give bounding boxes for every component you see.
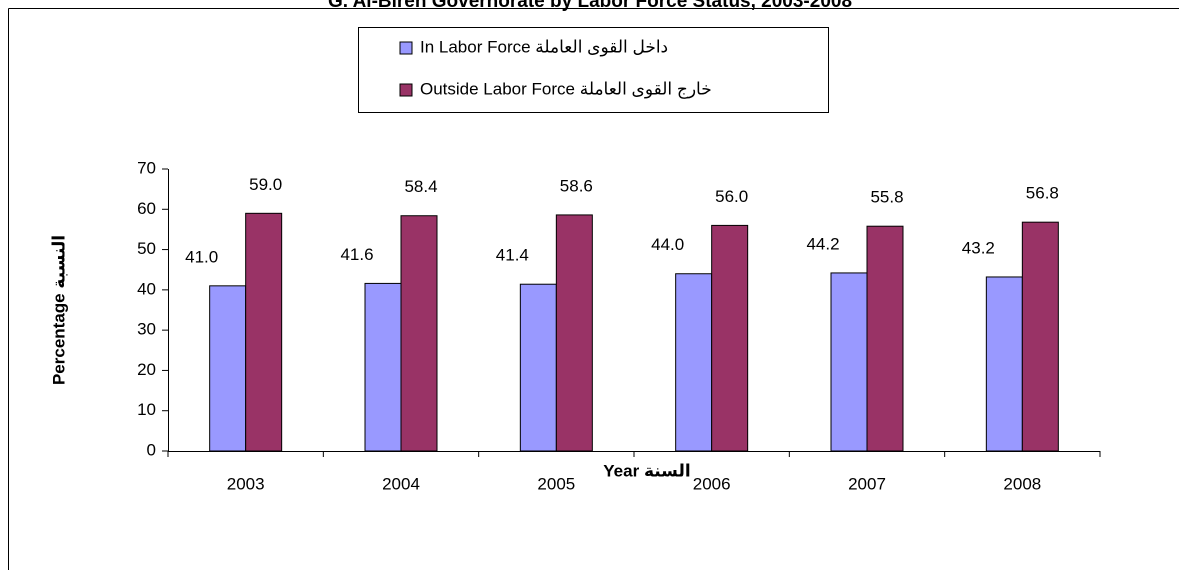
bar <box>209 285 247 452</box>
legend-label: Outside Labor Force خارج القوى العاملة <box>420 79 712 99</box>
y-tick-label: 50 <box>137 239 156 258</box>
bar <box>711 224 749 452</box>
data-label: 58.6 <box>560 176 593 195</box>
legend-swatch <box>399 83 413 97</box>
bar <box>866 225 904 452</box>
bar <box>245 212 283 452</box>
data-label: 59.0 <box>249 175 282 194</box>
y-tick-label: 0 <box>147 440 156 459</box>
x-tick-label: 2007 <box>848 474 886 493</box>
bar <box>675 273 713 452</box>
bar <box>519 283 557 452</box>
data-label: 41.4 <box>496 246 529 265</box>
x-tick-label: 2003 <box>227 474 265 493</box>
legend-swatch <box>399 41 413 55</box>
bar <box>1021 221 1059 452</box>
data-label: 58.4 <box>404 177 437 196</box>
bar <box>400 215 438 452</box>
x-tick-label: 2006 <box>693 474 731 493</box>
x-tick-label: 2005 <box>537 474 575 493</box>
data-label: 44.0 <box>651 235 684 254</box>
legend-label: In Labor Force داخل القوى العاملة <box>420 37 668 56</box>
y-axis-label: Percentage النسبة <box>49 235 68 385</box>
legend-box <box>358 27 829 113</box>
data-label: 41.6 <box>340 245 373 264</box>
data-label: 43.2 <box>962 238 995 257</box>
bar <box>985 276 1023 452</box>
y-tick-label: 70 <box>137 158 156 177</box>
chart-title: G. Al-Bireh Governorate by Labor Force S… <box>328 0 852 12</box>
x-axis-label: Year السنة <box>603 461 690 480</box>
data-label: 56.0 <box>715 187 748 206</box>
y-tick-label: 10 <box>137 400 156 419</box>
bar <box>364 282 402 452</box>
data-label: 41.0 <box>185 247 218 266</box>
bar <box>555 214 593 452</box>
x-tick-label: 2004 <box>382 474 420 493</box>
data-label: 44.2 <box>806 234 839 253</box>
bar <box>830 272 868 452</box>
data-label: 56.8 <box>1026 184 1059 203</box>
data-label: 55.8 <box>870 188 903 207</box>
y-tick-label: 60 <box>137 199 156 218</box>
y-tick-label: 20 <box>137 360 156 379</box>
y-tick-label: 40 <box>137 279 156 298</box>
y-tick-label: 30 <box>137 320 156 339</box>
x-tick-label: 2008 <box>1003 474 1041 493</box>
